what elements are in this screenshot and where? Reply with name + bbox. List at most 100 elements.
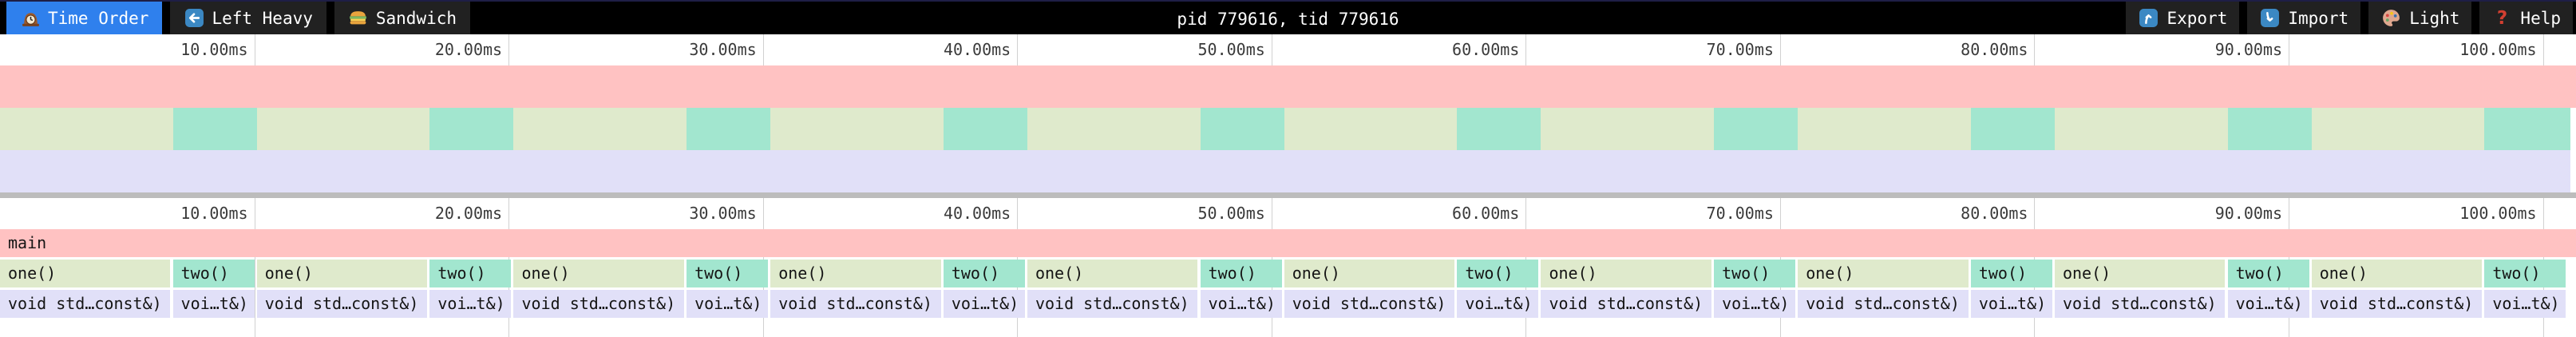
flamechart-frame-depth-1[interactable]: one(): [2311, 260, 2483, 287]
minimap-frame-depth-2[interactable]: [429, 150, 516, 192]
flamechart-frame-depth-2[interactable]: voi…t&): [943, 290, 1025, 318]
flamechart-frame-depth-2[interactable]: voi…t&): [1970, 290, 2052, 318]
minimap-frame-depth-1[interactable]: [2227, 108, 2314, 150]
minimap-frame-depth-1[interactable]: [943, 108, 1030, 150]
minimap-frame-depth-1[interactable]: [172, 108, 259, 150]
minimap-frame-depth-1[interactable]: [513, 108, 689, 150]
flamechart-frame-depth-2[interactable]: void std…const&): [770, 290, 941, 318]
minimap-frame-depth-2[interactable]: [1284, 150, 1459, 192]
minimap-frame-depth-1[interactable]: [256, 108, 432, 150]
flamechart-frame-depth-1[interactable]: one(): [1284, 260, 1455, 287]
flamechart-tick-label: 40.00ms: [943, 204, 1011, 223]
flamechart-frame-depth-2[interactable]: void std…const&): [2311, 290, 2483, 318]
flamechart-frame-depth-2[interactable]: void std…const&): [256, 290, 428, 318]
minimap-frame-depth-1[interactable]: [1457, 108, 1543, 150]
minimap-frame-depth-2[interactable]: [2311, 150, 2487, 192]
minimap-divider: [0, 192, 2576, 198]
minimap-frame-depth-2[interactable]: [687, 150, 773, 192]
minimap-frame-depth-1[interactable]: [0, 108, 176, 150]
minimap-frame-depth-2[interactable]: [1027, 150, 1203, 192]
flamechart-frame-depth-2[interactable]: void std…const&): [1541, 290, 1711, 318]
action-label: Import: [2288, 8, 2349, 28]
flamechart-frame-depth-2[interactable]: voi…t&): [2484, 290, 2566, 318]
minimap-frame-depth-2[interactable]: [2054, 150, 2230, 192]
minimap-frame-depth-2[interactable]: [172, 150, 259, 192]
minimap-frame-depth-1[interactable]: [1027, 108, 1203, 150]
minimap[interactable]: 10.00ms 20.00ms 30.00ms 40.00ms 50.00ms 60.00…: [0, 34, 2576, 192]
minimap-frame-depth-1[interactable]: [1541, 108, 1716, 150]
minimap-frame-depth-2[interactable]: [513, 150, 689, 192]
flamechart-frame-depth-1[interactable]: two(): [2484, 260, 2566, 287]
flamechart-frame-depth-1[interactable]: two(): [1457, 260, 1539, 287]
minimap-frame-depth-2[interactable]: [1970, 150, 2057, 192]
tab-left-heavy[interactable]: Left Heavy: [170, 2, 326, 34]
flamechart-tick-label: 90.00ms: [2214, 204, 2283, 223]
minimap-frame-depth-2[interactable]: [1798, 150, 1973, 192]
flamechart-frame-depth-1[interactable]: two(): [2227, 260, 2309, 287]
flamechart-frame-depth-2[interactable]: void std…const&): [0, 290, 171, 318]
flamechart-frame-depth-2[interactable]: voi…t&): [172, 290, 255, 318]
flamechart-frame-depth-1[interactable]: one(): [256, 260, 428, 287]
minimap-frame-depth-1[interactable]: [687, 108, 773, 150]
flamechart-frame-depth-1[interactable]: two(): [1714, 260, 1796, 287]
flamechart-frame-depth-2[interactable]: voi…t&): [687, 290, 769, 318]
help-icon: ?: [2491, 8, 2512, 29]
minimap-frame-depth-2[interactable]: [256, 150, 432, 192]
minimap-frame-depth-2[interactable]: [1457, 150, 1543, 192]
flamechart-frame-depth-2[interactable]: voi…t&): [1200, 290, 1282, 318]
minimap-frame-depth-2[interactable]: [2227, 150, 2314, 192]
minimap-frame-depth-1[interactable]: [2311, 108, 2487, 150]
export-icon: [2138, 8, 2159, 29]
flamechart-frame-depth-2[interactable]: voi…t&): [1714, 290, 1796, 318]
flamechart-frame-depth-1[interactable]: one(): [0, 260, 171, 287]
tab-sandwich[interactable]: Sandwich: [334, 2, 471, 34]
flamechart-frame-depth-1[interactable]: two(): [1200, 260, 1282, 287]
view-tabs: Time Order Left Heavy Sandwich: [0, 2, 471, 34]
flamechart-frame-depth-1[interactable]: one(): [1798, 260, 1969, 287]
minimap-frame-depth-2[interactable]: [0, 150, 176, 192]
minimap-frame-depth-2[interactable]: [1541, 150, 1716, 192]
flamechart-frame-depth-2[interactable]: void std…const&): [1284, 290, 1455, 318]
minimap-frame-depth-1[interactable]: [1284, 108, 1459, 150]
flamechart-frame-depth-1[interactable]: one(): [1541, 260, 1711, 287]
minimap-frame-depth-2[interactable]: [943, 150, 1030, 192]
minimap-frame-depth-2[interactable]: [1714, 150, 1800, 192]
minimap-frame-depth-1[interactable]: [770, 108, 946, 150]
flamechart-frame-depth-1[interactable]: one(): [1027, 260, 1198, 287]
minimap-frame-depth-1[interactable]: [2484, 108, 2570, 150]
flamechart-frame-depth-2[interactable]: void std…const&): [1798, 290, 1969, 318]
flamechart-frame-depth-0[interactable]: main: [0, 229, 2576, 257]
flamechart-frame-depth-1[interactable]: two(): [1970, 260, 2052, 287]
minimap-frame-depth-0[interactable]: [0, 65, 2576, 108]
flamechart-frame-depth-1[interactable]: one(): [513, 260, 684, 287]
minimap-frame-depth-2[interactable]: [2484, 150, 2570, 192]
help-button[interactable]: ? Help: [2479, 2, 2573, 34]
flamechart-frame-depth-1[interactable]: two(): [172, 260, 255, 287]
flamechart-frame-depth-1[interactable]: two(): [429, 260, 512, 287]
flamechart-frame-depth-1[interactable]: two(): [943, 260, 1025, 287]
flamechart-frame-depth-1[interactable]: one(): [770, 260, 941, 287]
minimap-frame-depth-1[interactable]: [1200, 108, 1287, 150]
flamechart-frame-depth-1[interactable]: one(): [2054, 260, 2226, 287]
minimap-frame-depth-1[interactable]: [2054, 108, 2230, 150]
minimap-tick-label: 100.00ms: [2459, 40, 2537, 59]
import-button[interactable]: Import: [2247, 2, 2361, 34]
flamechart[interactable]: 10.00ms 20.00ms 30.00ms 40.00ms 50.00ms 60.00…: [0, 198, 2576, 337]
minimap-frame-depth-2[interactable]: [1200, 150, 1287, 192]
flamechart-frame-depth-2[interactable]: void std…const&): [2054, 290, 2226, 318]
theme-button[interactable]: Light: [2368, 2, 2472, 34]
minimap-frame-depth-1[interactable]: [1714, 108, 1800, 150]
minimap-frame-depth-1[interactable]: [1970, 108, 2057, 150]
flamechart-frame-depth-1[interactable]: two(): [687, 260, 769, 287]
flamechart-frame-depth-2[interactable]: voi…t&): [1457, 290, 1539, 318]
minimap-frame-depth-1[interactable]: [429, 108, 516, 150]
flamechart-frame-depth-2[interactable]: voi…t&): [429, 290, 512, 318]
minimap-frame-depth-1[interactable]: [1798, 108, 1973, 150]
minimap-frame-depth-2[interactable]: [770, 150, 946, 192]
flamechart-frame-depth-2[interactable]: void std…const&): [513, 290, 684, 318]
flamechart-frame-depth-2[interactable]: void std…const&): [1027, 290, 1198, 318]
export-button[interactable]: Export: [2126, 2, 2240, 34]
flamechart-frame-depth-2[interactable]: voi…t&): [2227, 290, 2309, 318]
action-label: Export: [2166, 8, 2228, 28]
tab-time-order[interactable]: Time Order: [6, 2, 163, 34]
